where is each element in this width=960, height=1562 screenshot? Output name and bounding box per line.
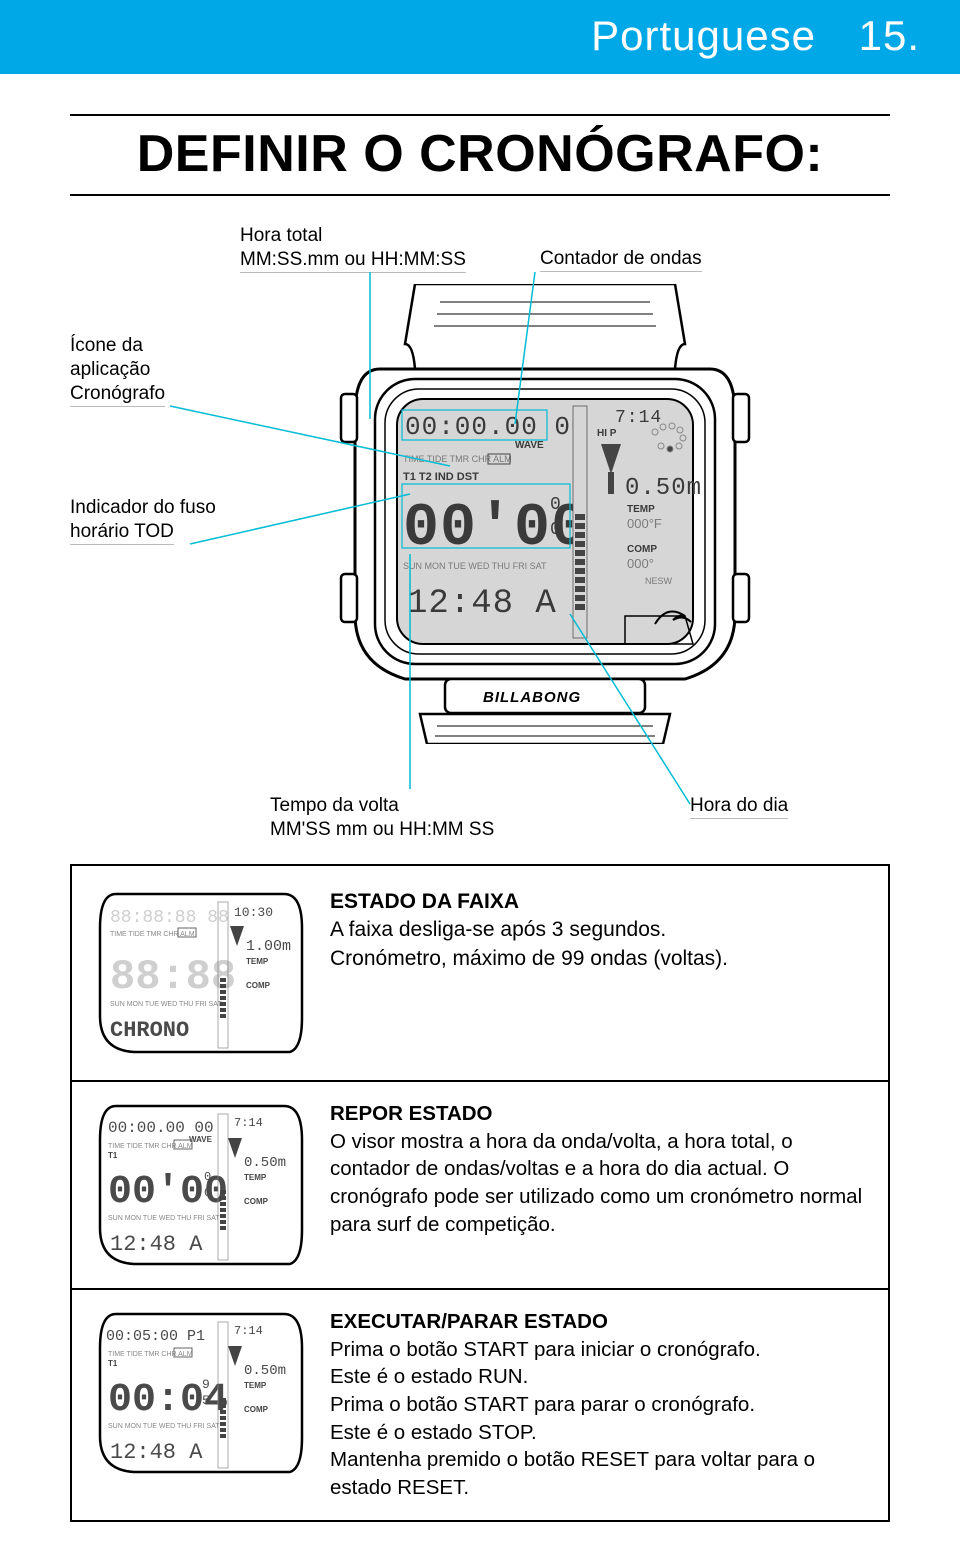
callout-tod-l2: horário TOD [70, 521, 174, 545]
svg-text:00:04: 00:04 [108, 1378, 228, 1423]
state-line: Prima o botão START para parar o cronógr… [330, 1393, 755, 1416]
svg-text:7:14: 7:14 [615, 408, 662, 428]
brand-label: BILLABONG [483, 689, 581, 706]
svg-text:WAVE: WAVE [189, 1135, 213, 1144]
callout-lap-l2: MM'SS mm ou HH:MM SS [270, 819, 494, 840]
page-header: Portuguese 15. [0, 0, 960, 74]
svg-text:TIME TIDE TMR CHR ALM: TIME TIDE TMR CHR ALM [403, 454, 512, 464]
header-page-number: 15. [859, 12, 920, 59]
diagram: Hora total MM:SS.mm ou HH:MM:SS Contador… [70, 224, 890, 864]
callout-total-time: Hora total MM:SS.mm ou HH:MM:SS [240, 224, 466, 272]
state-title: ESTADO DA FAIXA [330, 888, 866, 916]
svg-text:88:88: 88:88 [110, 953, 236, 1001]
svg-text:12:48 A: 12:48 A [110, 1232, 203, 1257]
state-line: Este é o estado STOP. [330, 1421, 537, 1444]
svg-text:0.50m: 0.50m [244, 1155, 286, 1171]
state-title: REPOR ESTADO [330, 1100, 866, 1128]
svg-text:00:00.00 00: 00:00.00 00 [405, 412, 588, 442]
callout-app-icon-l2: aplicação [70, 359, 150, 380]
svg-text:000°F: 000°F [627, 516, 662, 531]
state-text-banner: ESTADO DA FAIXA A faixa desliga-se após … [330, 888, 866, 1058]
svg-text:TEMP: TEMP [627, 504, 655, 515]
svg-text:COMP: COMP [244, 1405, 269, 1414]
svg-text:0: 0 [550, 495, 562, 515]
callout-lap-time: Tempo da volta MM'SS mm ou HH:MM SS [270, 794, 494, 842]
svg-text:12:48 A: 12:48 A [407, 585, 557, 623]
svg-text:NESW: NESW [645, 576, 673, 586]
callout-tod-l1: Indicador do fuso [70, 497, 216, 518]
state-line: Prima o botão START para iniciar o cronó… [330, 1338, 761, 1361]
svg-text:88:88:88 88: 88:88:88 88 [110, 908, 229, 928]
svg-text:0: 0 [550, 520, 562, 540]
callout-total-time-l1: Hora total [240, 225, 322, 246]
svg-text:00:05:00 P1: 00:05:00 P1 [106, 1328, 205, 1345]
svg-text:COMP: COMP [244, 1197, 269, 1206]
svg-text:TEMP: TEMP [244, 1381, 267, 1390]
callout-app-icon-l1: Ícone da [70, 335, 143, 356]
svg-text:CHRONO: CHRONO [110, 1018, 189, 1043]
callout-time-of-day: Hora do dia [690, 794, 788, 818]
svg-text:0.50m: 0.50m [244, 1363, 286, 1379]
svg-text:1.00m: 1.00m [246, 938, 291, 955]
svg-text:TEMP: TEMP [244, 1173, 267, 1182]
svg-text:12:48 A: 12:48 A [110, 1440, 203, 1465]
watch-illustration: 00:00.00 00 WAVE TIME TIDE TMR CHR ALM T… [325, 284, 765, 744]
state-line: Este é o estado RUN. [330, 1365, 528, 1388]
callout-time-of-day-text: Hora do dia [690, 795, 788, 819]
thumb-banner: 88:88:88 88 10:30 TIME TIDE TMR CHR ALM … [94, 888, 304, 1058]
state-title: EXECUTAR/PARAR ESTADO [330, 1308, 866, 1336]
svg-text:SUN MON TUE WED THU FRI SAT: SUN MON TUE WED THU FRI SAT [403, 561, 547, 571]
callout-wave-counter: Contador de ondas [540, 247, 702, 271]
state-box-reset: 00:00.00 00 7:14 WAVE TIME TIDE TMR CHR … [70, 1082, 890, 1290]
callout-tod-indicator: Indicador do fuso horário TOD [70, 496, 216, 544]
svg-text:SUN MON TUE WED THU FRI SAT: SUN MON TUE WED THU FRI SAT [108, 1423, 220, 1430]
page-body: DEFINIR O CRONÓGRAFO: Hora total MM:SS.m… [0, 74, 960, 1562]
header-language: Portuguese [591, 12, 816, 59]
svg-text:WAVE: WAVE [515, 440, 544, 451]
svg-text:T1: T1 [108, 1359, 118, 1368]
callout-total-time-l2: MM:SS.mm ou HH:MM:SS [240, 249, 466, 273]
svg-text:SUN MON TUE WED THU FRI SAT: SUN MON TUE WED THU FRI SAT [110, 1001, 222, 1008]
state-line: A faixa desliga-se após 3 segundos. [330, 918, 666, 941]
state-line: Cronómetro, máximo de 99 ondas (voltas). [330, 947, 728, 970]
state-box-banner: 88:88:88 88 10:30 TIME TIDE TMR CHR ALM … [70, 864, 890, 1082]
thumb-runstop: 00:05:00 P1 7:14 TIME TIDE TMR CHR ALM T… [94, 1308, 304, 1478]
watch-svg: 00:00.00 00 WAVE TIME TIDE TMR CHR ALM T… [325, 284, 765, 744]
callout-lap-l1: Tempo da volta [270, 795, 399, 816]
callout-app-icon-l3: Cronógrafo [70, 383, 165, 407]
svg-text:0: 0 [204, 1186, 211, 1200]
svg-text:7:14: 7:14 [234, 1324, 263, 1338]
svg-text:7:14: 7:14 [234, 1116, 263, 1130]
state-line: O visor mostra a hora da onda/volta, a h… [330, 1130, 862, 1236]
svg-text:0: 0 [204, 1170, 211, 1184]
svg-text:000°: 000° [627, 556, 654, 571]
svg-text:0.50m: 0.50m [625, 475, 702, 502]
svg-text:T1: T1 [108, 1151, 118, 1160]
svg-text:COMP: COMP [246, 981, 271, 990]
rule-under-title [70, 194, 890, 196]
state-text-reset: REPOR ESTADO O visor mostra a hora da on… [330, 1100, 866, 1270]
svg-text:5: 5 [202, 1393, 210, 1408]
svg-text:HI P: HI P [597, 428, 617, 439]
tide-bars [573, 406, 587, 638]
thumb-reset: 00:00.00 00 7:14 WAVE TIME TIDE TMR CHR … [94, 1100, 304, 1270]
callout-app-icon: Ícone da aplicação Cronógrafo [70, 334, 165, 405]
svg-text:T1 T2 IND DST: T1 T2 IND DST [403, 471, 479, 483]
svg-text:10:30: 10:30 [234, 905, 273, 920]
callout-wave-counter-text: Contador de ondas [540, 248, 702, 272]
svg-text:TEMP: TEMP [246, 957, 269, 966]
svg-text:9: 9 [202, 1377, 210, 1392]
state-box-runstop: 00:05:00 P1 7:14 TIME TIDE TMR CHR ALM T… [70, 1290, 890, 1522]
state-line: Mantenha premido o botão RESET para volt… [330, 1448, 815, 1499]
svg-text:COMP: COMP [627, 544, 657, 555]
main-title: DEFINIR O CRONÓGRAFO: [70, 116, 890, 194]
svg-text:SUN MON TUE WED THU FRI SAT: SUN MON TUE WED THU FRI SAT [108, 1215, 220, 1222]
state-text-runstop: EXECUTAR/PARAR ESTADO Prima o botão STAR… [330, 1308, 866, 1502]
